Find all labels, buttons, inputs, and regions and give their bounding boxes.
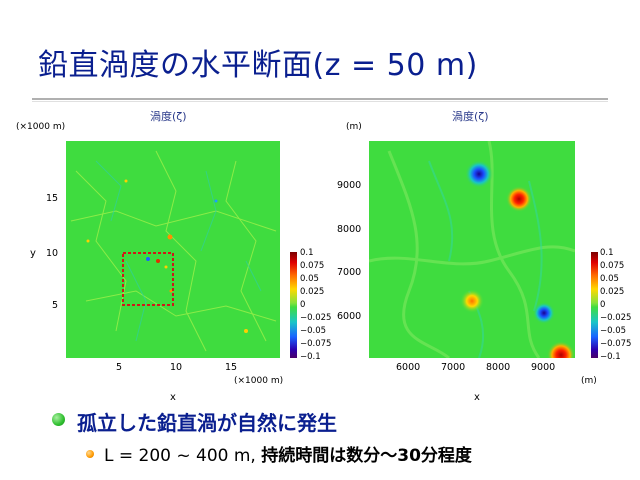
colorbar-label: 0.075 bbox=[300, 261, 325, 271]
colorbar-label: −0.025 bbox=[600, 313, 632, 323]
colorbar-label: 0.05 bbox=[600, 274, 619, 284]
colorbar-label: 0.025 bbox=[600, 287, 625, 297]
colorbar-label: −0.05 bbox=[600, 326, 627, 336]
left-x-label: x bbox=[170, 392, 176, 403]
right-y-tick: 9000 bbox=[337, 180, 362, 191]
title-divider bbox=[32, 98, 608, 100]
bullet-level1-icon bbox=[52, 413, 65, 426]
right-y-tick: 8000 bbox=[337, 224, 362, 235]
bullet-level2-text: L = 200 ~ 400 m, 持続時間は数分～30分程度 bbox=[104, 441, 472, 466]
right-panel-title: 渦度(ζ) bbox=[452, 110, 489, 123]
left-y-unit: (×1000 m) bbox=[16, 122, 66, 132]
left-panel-title: 渦度(ζ) bbox=[150, 110, 187, 123]
colorbar-label: −0.075 bbox=[300, 339, 332, 349]
left-vorticity-field bbox=[66, 141, 280, 358]
colorbar-label: −0.05 bbox=[300, 326, 327, 336]
right-x-tick: 7000 bbox=[441, 362, 466, 373]
right-x-tick: 8000 bbox=[486, 362, 511, 373]
bullet-level2-strong: 持続時間は数分～30分程度 bbox=[261, 446, 472, 466]
left-colorbar bbox=[290, 252, 297, 358]
colorbar-label: 0.1 bbox=[300, 248, 314, 258]
left-y-label: y bbox=[30, 248, 36, 259]
right-x-label: x bbox=[474, 392, 480, 403]
right-field-features bbox=[369, 141, 575, 358]
left-x-tick: 15 bbox=[225, 362, 238, 373]
colorbar-label: −0.1 bbox=[600, 352, 621, 362]
slide-title: 鉛直渦度の水平断面(z = 50 m) bbox=[38, 48, 478, 83]
colorbar-label: −0.075 bbox=[600, 339, 632, 349]
left-x-unit: (×1000 m) bbox=[234, 376, 284, 386]
right-colorbar bbox=[591, 252, 598, 358]
right-y-unit: (m) bbox=[346, 122, 362, 132]
right-x-unit: (m) bbox=[581, 376, 597, 386]
colorbar-label: 0.075 bbox=[600, 261, 625, 271]
left-y-tick: 5 bbox=[52, 300, 59, 311]
bullet-level1-text: 孤立した鉛直渦が自然に発生 bbox=[77, 411, 337, 435]
colorbar-label: 0 bbox=[300, 300, 306, 310]
left-y-tick: 10 bbox=[46, 248, 59, 259]
right-vorticity-field bbox=[369, 141, 575, 358]
right-y-tick: 7000 bbox=[337, 267, 362, 278]
bullet-level2-prefix: L = 200 ~ 400 m, bbox=[104, 446, 256, 466]
left-x-tick: 5 bbox=[116, 362, 123, 373]
colorbar-label: −0.1 bbox=[300, 352, 321, 362]
left-x-tick: 10 bbox=[170, 362, 183, 373]
colorbar-label: 0.05 bbox=[300, 274, 319, 284]
left-field-features bbox=[70, 150, 277, 352]
right-y-tick: 6000 bbox=[337, 311, 362, 322]
bullet-level2-icon bbox=[86, 450, 94, 458]
colorbar-label: 0 bbox=[600, 300, 606, 310]
title-divider-shadow bbox=[32, 101, 608, 102]
right-x-tick: 6000 bbox=[396, 362, 421, 373]
colorbar-label: 0.1 bbox=[600, 248, 614, 258]
left-y-tick: 15 bbox=[46, 193, 59, 204]
colorbar-label: 0.025 bbox=[300, 287, 325, 297]
zoom-region-box bbox=[122, 252, 174, 306]
colorbar-label: −0.025 bbox=[300, 313, 332, 323]
right-x-tick: 9000 bbox=[531, 362, 556, 373]
